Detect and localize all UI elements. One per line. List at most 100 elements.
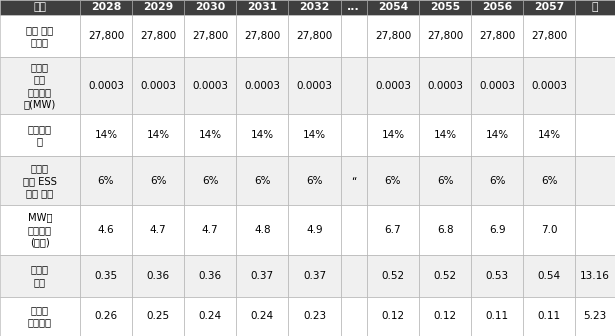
Bar: [236, 156, 288, 205]
Bar: [341, 0, 367, 15]
Text: 발전량
대비 ESS
용량 비중: 발전량 대비 ESS 용량 비중: [23, 163, 57, 198]
Bar: [132, 156, 184, 205]
Bar: [576, 57, 615, 114]
Text: 27,800: 27,800: [244, 31, 280, 41]
Text: MW당
건설단가
(억원): MW당 건설단가 (억원): [28, 213, 52, 247]
Bar: [184, 255, 236, 297]
Text: 6%: 6%: [437, 176, 453, 186]
Bar: [419, 205, 471, 255]
Bar: [471, 297, 523, 336]
Text: 27,800: 27,800: [192, 31, 228, 41]
Bar: [288, 57, 341, 114]
Bar: [419, 57, 471, 114]
Text: 2055: 2055: [430, 2, 460, 12]
Text: 가구당
평균
전력사용
량(MW): 가구당 평균 전력사용 량(MW): [24, 62, 56, 109]
Text: 4.9: 4.9: [306, 225, 323, 235]
Bar: [471, 114, 523, 156]
Text: 2030: 2030: [195, 2, 225, 12]
Text: 14%: 14%: [486, 130, 509, 140]
Text: 14%: 14%: [434, 130, 457, 140]
Text: 6.7: 6.7: [384, 225, 401, 235]
Bar: [236, 205, 288, 255]
Text: 0.23: 0.23: [303, 311, 326, 321]
Text: 4.8: 4.8: [254, 225, 271, 235]
Bar: [341, 57, 367, 114]
Text: 0.12: 0.12: [434, 311, 457, 321]
Text: 0.24: 0.24: [251, 311, 274, 321]
Bar: [367, 255, 419, 297]
Bar: [236, 114, 288, 156]
Bar: [80, 255, 132, 297]
Text: 6%: 6%: [202, 176, 218, 186]
Text: 0.0003: 0.0003: [296, 81, 333, 91]
Bar: [419, 156, 471, 205]
Text: 경제적
효과: 경제적 효과: [31, 264, 49, 287]
Text: 6.8: 6.8: [437, 225, 453, 235]
Text: ...: ...: [347, 2, 360, 12]
Bar: [184, 15, 236, 57]
Text: 0.54: 0.54: [538, 271, 561, 281]
Bar: [576, 297, 615, 336]
Bar: [341, 156, 367, 205]
Text: 14%: 14%: [95, 130, 117, 140]
Bar: [236, 57, 288, 114]
Bar: [523, 57, 576, 114]
Text: 14%: 14%: [538, 130, 561, 140]
Bar: [471, 205, 523, 255]
Bar: [236, 0, 288, 15]
Text: 13.16: 13.16: [581, 271, 610, 281]
Bar: [288, 0, 341, 15]
Text: 0.53: 0.53: [486, 271, 509, 281]
Bar: [0, 255, 80, 297]
Text: 2029: 2029: [143, 2, 173, 12]
Text: 6%: 6%: [385, 176, 401, 186]
Bar: [132, 0, 184, 15]
Bar: [0, 0, 80, 15]
Text: 경제적
효과현가: 경제적 효과현가: [28, 305, 52, 328]
Text: 6%: 6%: [98, 176, 114, 186]
Bar: [367, 57, 419, 114]
Text: 0.0003: 0.0003: [531, 81, 567, 91]
Bar: [0, 114, 80, 156]
Text: 0.0003: 0.0003: [479, 81, 515, 91]
Text: “: “: [351, 176, 357, 186]
Text: 27,800: 27,800: [531, 31, 568, 41]
Bar: [132, 114, 184, 156]
Text: 0.0003: 0.0003: [192, 81, 228, 91]
Bar: [576, 0, 615, 15]
Text: 6%: 6%: [150, 176, 166, 186]
Bar: [523, 15, 576, 57]
Bar: [184, 0, 236, 15]
Bar: [80, 114, 132, 156]
Text: 6.9: 6.9: [489, 225, 506, 235]
Bar: [132, 57, 184, 114]
Text: 0.24: 0.24: [199, 311, 222, 321]
Bar: [471, 255, 523, 297]
Bar: [576, 156, 615, 205]
Text: 6%: 6%: [541, 176, 558, 186]
Text: 0.25: 0.25: [146, 311, 170, 321]
Bar: [523, 114, 576, 156]
Bar: [576, 205, 615, 255]
Bar: [367, 0, 419, 15]
Bar: [367, 114, 419, 156]
Bar: [184, 297, 236, 336]
Bar: [523, 255, 576, 297]
Bar: [419, 114, 471, 156]
Text: 2057: 2057: [534, 2, 565, 12]
Bar: [236, 297, 288, 336]
Bar: [288, 156, 341, 205]
Text: 2031: 2031: [247, 2, 277, 12]
Text: 0.26: 0.26: [95, 311, 117, 321]
Bar: [184, 205, 236, 255]
Text: 0.52: 0.52: [434, 271, 457, 281]
Text: 4.6: 4.6: [98, 225, 114, 235]
Bar: [236, 255, 288, 297]
Bar: [288, 114, 341, 156]
Text: 2028: 2028: [91, 2, 121, 12]
Text: 7.0: 7.0: [541, 225, 558, 235]
Bar: [80, 297, 132, 336]
Text: 0.0003: 0.0003: [140, 81, 176, 91]
Text: 0.11: 0.11: [486, 311, 509, 321]
Bar: [288, 255, 341, 297]
